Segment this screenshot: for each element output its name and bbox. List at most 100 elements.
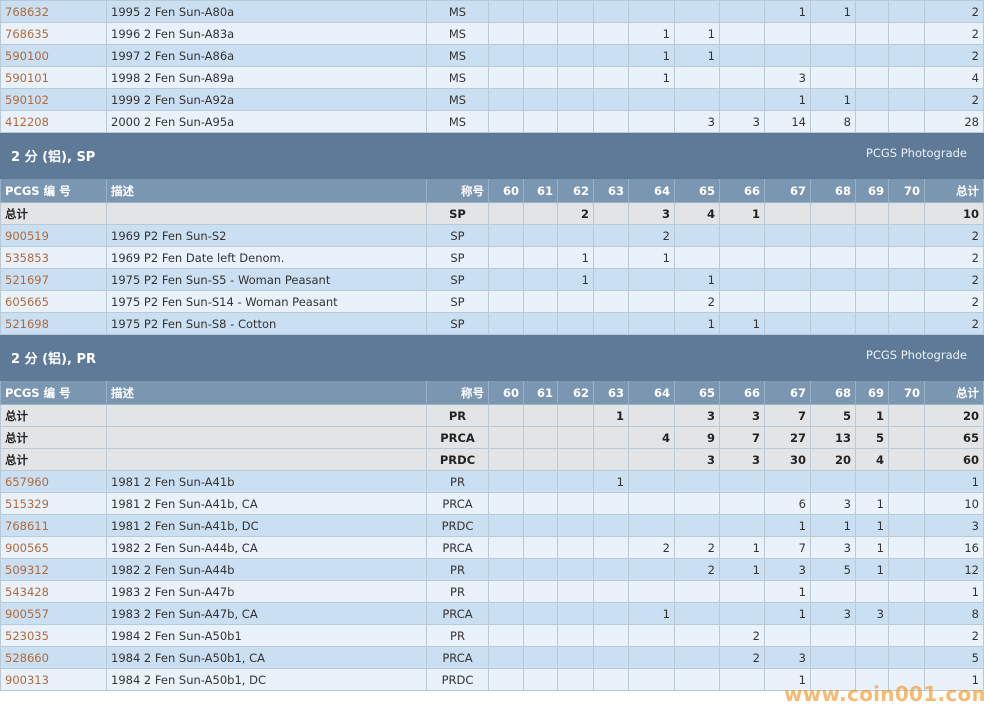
total-grade-count: [888, 404, 925, 427]
col-header-grade[interactable]: 70: [888, 178, 925, 203]
pcgs-id-link[interactable]: 768632: [0, 0, 107, 23]
grade-count: [523, 492, 558, 515]
watermark: www.coin001.com: [784, 682, 984, 706]
pcgs-id-link[interactable]: 528660: [0, 646, 107, 669]
total-grade-count: [888, 426, 925, 449]
col-header-grade[interactable]: 66: [719, 380, 765, 405]
col-header-id[interactable]: PCGS 编 号: [0, 178, 107, 203]
pcgs-id-link[interactable]: 900519: [0, 224, 107, 247]
total-grade-count: [628, 448, 675, 471]
col-header-grade[interactable]: 65: [674, 380, 720, 405]
grade-count: [523, 110, 558, 133]
col-header-grade[interactable]: 67: [764, 380, 811, 405]
pcgs-id-link[interactable]: 605665: [0, 290, 107, 313]
grade-count: [674, 66, 720, 89]
pcgs-id-link[interactable]: 543428: [0, 580, 107, 603]
grade-count: [593, 268, 629, 291]
total-grade-count: [593, 448, 629, 471]
pcgs-id-link[interactable]: 523035: [0, 624, 107, 647]
table-row: 535853 1969 P2 Fen Date left Denom. SP 1 1 2: [0, 246, 984, 269]
grade-count: [593, 312, 629, 335]
pcgs-id-link[interactable]: 521697: [0, 268, 107, 291]
pcgs-id-link[interactable]: 521698: [0, 312, 107, 335]
grade-count: [523, 22, 558, 45]
pcgs-id-link[interactable]: 509312: [0, 558, 107, 581]
grade-count: [488, 22, 524, 45]
col-header-grade[interactable]: 60: [488, 380, 524, 405]
col-header-grade[interactable]: 64: [628, 178, 675, 203]
col-header-grade[interactable]: 64: [628, 380, 675, 405]
pcgs-id-link[interactable]: 900557: [0, 602, 107, 625]
pcgs-id-link[interactable]: 657960: [0, 470, 107, 493]
col-header-grade[interactable]: 63: [593, 380, 629, 405]
col-header-grade[interactable]: 68: [810, 380, 856, 405]
col-header-designation[interactable]: 称号: [426, 178, 489, 203]
population-table: 768632 1995 2 Fen Sun-A80a MS 1 1 2 768635 1996…: [0, 0, 984, 691]
row-total: 2: [924, 224, 984, 247]
pcgs-id-link[interactable]: 412208: [0, 110, 107, 133]
col-header-total[interactable]: 总计: [924, 178, 984, 203]
grade-count: [810, 246, 856, 269]
col-header-grade[interactable]: 65: [674, 178, 720, 203]
grade-count: [628, 0, 675, 23]
grade-count: [810, 268, 856, 291]
grade-count: [628, 624, 675, 647]
coin-designation: PR: [426, 580, 489, 603]
pcgs-id-link[interactable]: 590101: [0, 66, 107, 89]
col-header-grade[interactable]: 70: [888, 380, 925, 405]
coin-description: 1996 2 Fen Sun-A83a: [106, 22, 427, 45]
row-total: 2: [924, 268, 984, 291]
coin-description: 1999 2 Fen Sun-A92a: [106, 88, 427, 111]
col-header-grade[interactable]: 69: [855, 178, 889, 203]
section-header-cell: PCGS Photograde 2 分 (铝), PR: [0, 334, 984, 381]
col-header-grade[interactable]: 66: [719, 178, 765, 203]
table-row: 768635 1996 2 Fen Sun-A83a MS 1 1 2: [0, 22, 984, 45]
photograde-link[interactable]: PCGS Photograde: [865, 146, 967, 160]
grade-count: [674, 668, 720, 691]
col-header-desc[interactable]: 描述: [106, 380, 427, 405]
col-header-grade[interactable]: 63: [593, 178, 629, 203]
col-header-grade[interactable]: 61: [523, 380, 558, 405]
grade-count: [488, 470, 524, 493]
coin-description: 1984 2 Fen Sun-A50b1: [106, 624, 427, 647]
total-grade-count: 1: [719, 202, 765, 225]
table-row: 412208 2000 2 Fen Sun-A95a MS 3 3 14 8 28: [0, 110, 984, 133]
col-header-grade[interactable]: 62: [557, 178, 594, 203]
col-header-id[interactable]: PCGS 编 号: [0, 380, 107, 405]
grade-count: [888, 22, 925, 45]
grade-count: [488, 110, 524, 133]
grade-count: 1: [855, 492, 889, 515]
pcgs-id-link[interactable]: 900565: [0, 536, 107, 559]
grade-count: [855, 580, 889, 603]
col-header-grade[interactable]: 68: [810, 178, 856, 203]
pcgs-id-link[interactable]: 515329: [0, 492, 107, 515]
pcgs-id-link[interactable]: 590102: [0, 88, 107, 111]
pcgs-id-link[interactable]: 590100: [0, 44, 107, 67]
grade-count: [810, 290, 856, 313]
grade-count: [719, 268, 765, 291]
pcgs-id-link[interactable]: 768635: [0, 22, 107, 45]
col-header-grade[interactable]: 69: [855, 380, 889, 405]
total-grade-count: 5: [810, 404, 856, 427]
pcgs-id-link[interactable]: 768611: [0, 514, 107, 537]
total-grade-count: 7: [764, 404, 811, 427]
grade-count: [557, 22, 594, 45]
grade-count: 1: [764, 0, 811, 23]
pcgs-id-link[interactable]: 535853: [0, 246, 107, 269]
col-header-designation[interactable]: 称号: [426, 380, 489, 405]
grade-count: [593, 66, 629, 89]
grade-count: [593, 88, 629, 111]
photograde-link[interactable]: PCGS Photograde: [865, 348, 967, 362]
grade-count: [674, 514, 720, 537]
grade-count: 1: [855, 536, 889, 559]
col-header-grade[interactable]: 67: [764, 178, 811, 203]
col-header-grade[interactable]: 61: [523, 178, 558, 203]
pcgs-id-link[interactable]: 900313: [0, 668, 107, 691]
col-header-grade[interactable]: 60: [488, 178, 524, 203]
coin-designation: MS: [426, 110, 489, 133]
col-header-desc[interactable]: 描述: [106, 178, 427, 203]
col-header-total[interactable]: 总计: [924, 380, 984, 405]
grade-count: [523, 44, 558, 67]
col-header-grade[interactable]: 62: [557, 380, 594, 405]
coin-designation: PRDC: [426, 668, 489, 691]
